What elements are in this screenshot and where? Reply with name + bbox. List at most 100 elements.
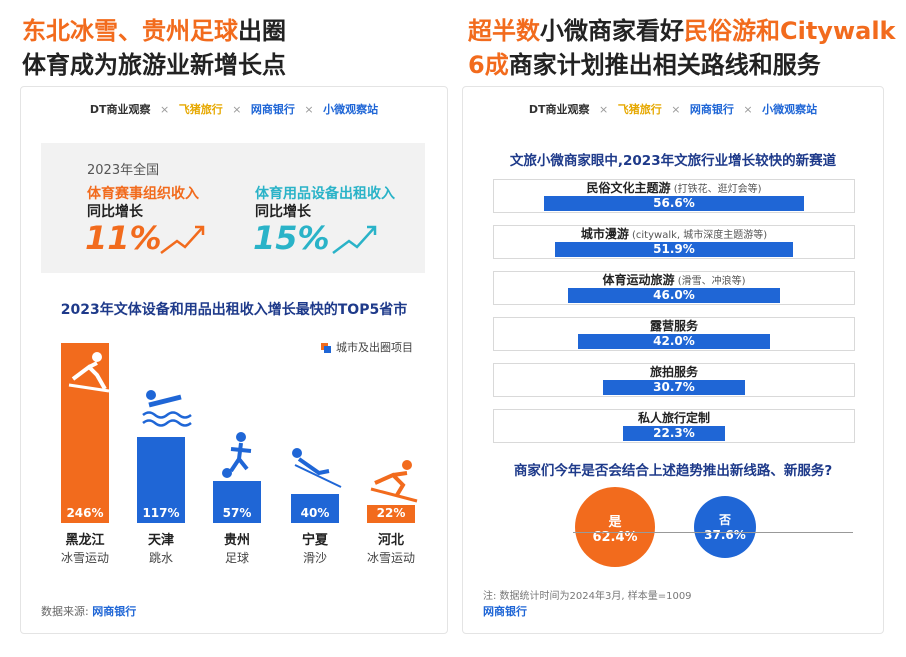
item-label: 冰雪运动 bbox=[60, 551, 109, 565]
logo-fliggy: 飞猪旅行 bbox=[178, 103, 223, 116]
baseline-divider bbox=[573, 532, 853, 533]
track-row: 民俗文化主题游 (打铁花、逛灯会等) 56.6% bbox=[493, 179, 855, 213]
track-row: 旅拍服务 30.7% bbox=[493, 363, 855, 397]
right-headline-b: 小微商家看好 bbox=[540, 17, 684, 45]
logo-mybank: 网商银行 bbox=[250, 103, 295, 116]
track-bar: 46.0% bbox=[568, 288, 780, 303]
bubble-value: 62.4% bbox=[592, 530, 638, 545]
logo-separator: × bbox=[598, 103, 609, 116]
track-row: 体育运动旅游 (滑雪、冲浪等) 46.0% bbox=[493, 271, 855, 305]
logo-dt: DT商业观察 bbox=[528, 103, 590, 116]
track-label: 体育运动旅游 (滑雪、冲浪等) bbox=[602, 273, 746, 287]
chart-legend: 城市及出圈项目 bbox=[321, 339, 413, 355]
bar-value-label: 117% bbox=[142, 506, 180, 520]
trend-up-icon bbox=[332, 225, 377, 254]
bubble-value: 37.6% bbox=[704, 527, 746, 542]
logo-observatory: 小微观察站 bbox=[762, 103, 818, 116]
yes-bubble: 是 62.4% bbox=[575, 487, 655, 567]
left-headline: 东北冰雪、贵州足球出圈 体育成为旅游业新增长点 bbox=[22, 14, 286, 82]
logo-separator: × bbox=[159, 103, 170, 116]
bubble-category: 是 bbox=[608, 515, 622, 530]
question-title: 商家们今年是否会结合上述趋势推出新线路、新服务? bbox=[513, 463, 833, 479]
football-icon bbox=[222, 432, 252, 478]
right-infographic-card: DT商业观察 × 飞猪旅行 × 网商银行 × 小微观察站 文旅小微商家眼中,20… bbox=[462, 86, 884, 634]
diving-icon bbox=[142, 390, 192, 427]
metric-value-events: 11% bbox=[85, 219, 162, 257]
bar-0 bbox=[61, 343, 109, 523]
item-label: 滑沙 bbox=[302, 551, 327, 565]
category-label: 黑龙江 bbox=[65, 533, 105, 548]
track-bar: 30.7% bbox=[603, 380, 745, 395]
left-headline-rest: 出圈 bbox=[238, 17, 286, 45]
track-row: 城市漫游 (citywalk, 城市深度主题游等) 51.9% bbox=[493, 225, 855, 259]
track-label: 旅拍服务 bbox=[649, 365, 698, 379]
metric-title-events: 体育赛事组织收入 bbox=[87, 186, 199, 202]
growth-panel: 2023年全国 体育赛事组织收入 同比增长 11% 体育用品设备出租收入 同比增… bbox=[41, 143, 425, 273]
tracks-chart-title: 文旅小微商家眼中,2023年文旅行业增长较快的新赛道 bbox=[509, 153, 837, 169]
left-headline-highlight: 东北冰雪、贵州足球 bbox=[22, 17, 238, 45]
logo-fliggy: 飞猪旅行 bbox=[617, 103, 662, 116]
track-bar: 51.9% bbox=[554, 242, 794, 257]
right-headline-c: 民俗游和Citywalk bbox=[684, 17, 896, 45]
partner-logos: DT商业观察 × 飞猪旅行 × 网商银行 × 小微观察站 bbox=[21, 101, 447, 117]
bar-4 bbox=[367, 505, 415, 523]
bar-value-label: 57% bbox=[222, 506, 252, 520]
track-label: 城市漫游 (citywalk, 城市深度主题游等) bbox=[580, 227, 768, 241]
legend-label: 城市及出圈项目 bbox=[336, 341, 413, 354]
bubble-category: 否 bbox=[718, 512, 731, 527]
logo-separator: × bbox=[304, 103, 314, 116]
logo-mybank: 网商银行 bbox=[689, 103, 734, 116]
track-bar: 22.3% bbox=[622, 426, 726, 441]
logo-separator: × bbox=[743, 103, 753, 116]
category-label: 河北 bbox=[377, 533, 404, 548]
track-row: 私人旅行定制 22.3% bbox=[493, 409, 855, 443]
bar-3 bbox=[291, 493, 339, 523]
partner-logos: DT商业观察 × 飞猪旅行 × 网商银行 × 小微观察站 bbox=[463, 101, 883, 117]
trend-up-icon bbox=[160, 225, 205, 254]
logo-observatory: 小微观察站 bbox=[323, 103, 379, 116]
left-headline-line2: 体育成为旅游业新增长点 bbox=[22, 51, 286, 79]
source-prefix: 数据来源: bbox=[41, 605, 89, 618]
metric-value-equipment: 15% bbox=[253, 219, 330, 257]
track-row: 露营服务 42.0% bbox=[493, 317, 855, 351]
no-bubble: 否 37.6% bbox=[693, 495, 757, 559]
top5-chart-title: 2023年文体设备和用品出租收入增长最快的TOP5省市 bbox=[60, 302, 408, 318]
category-label: 宁夏 bbox=[301, 533, 328, 548]
track-label: 私人旅行定制 bbox=[637, 411, 710, 425]
item-label: 跳水 bbox=[148, 551, 173, 565]
bar-2 bbox=[213, 481, 261, 523]
legend-swatch bbox=[321, 343, 331, 353]
item-label: 冰雪运动 bbox=[366, 551, 415, 565]
data-source: 网商银行 bbox=[483, 605, 527, 618]
right-headline: 超半数小微商家看好民俗游和Citywalk 6成商家计划推出相关路线和服务 bbox=[468, 14, 896, 82]
category-label: 天津 bbox=[147, 533, 174, 548]
bar-value-label: 246% bbox=[66, 506, 104, 520]
logo-separator: × bbox=[671, 103, 681, 116]
bar-1 bbox=[137, 437, 185, 523]
bar-value-label: 22% bbox=[376, 506, 406, 520]
right-headline-a: 超半数 bbox=[468, 17, 540, 45]
track-label: 民俗文化主题游 (打铁花、逛灯会等) bbox=[586, 181, 762, 195]
left-infographic-card: DT商业观察 × 飞猪旅行 × 网商银行 × 小微观察站 2023年全国 体育赛… bbox=[20, 86, 448, 634]
track-bar: 42.0% bbox=[577, 334, 771, 349]
data-source: 数据来源: 网商银行 bbox=[41, 603, 136, 619]
track-bar: 56.6% bbox=[544, 196, 804, 211]
source-name: 网商银行 bbox=[92, 605, 137, 618]
bar-value-label: 40% bbox=[300, 506, 330, 520]
year-label: 2023年全国 bbox=[87, 163, 160, 178]
logo-dt: DT商业观察 bbox=[89, 103, 151, 116]
sand-slide-icon bbox=[292, 448, 342, 488]
category-label: 贵州 bbox=[223, 533, 250, 548]
ski-icon bbox=[370, 460, 418, 503]
top5-bar-chart: 246% 黑龙江冰雪运动 117% 天津跳水 57% 贵州足球 40% 宁夏滑沙 22% 河北冰雪… bbox=[21, 87, 447, 633]
track-label: 露营服务 bbox=[649, 319, 698, 333]
ski-icon bbox=[68, 352, 110, 393]
logo-separator: × bbox=[232, 103, 242, 116]
right-headline-d: 6成 bbox=[468, 51, 509, 79]
footnote: 注: 数据统计时间为2024年3月, 样本量=1009 bbox=[483, 591, 692, 602]
metric-sub-events: 同比增长 bbox=[87, 204, 143, 220]
metric-sub-equipment: 同比增长 bbox=[255, 204, 311, 220]
metric-title-equipment: 体育用品设备出租收入 bbox=[255, 186, 395, 202]
item-label: 足球 bbox=[224, 551, 249, 565]
right-headline-e: 商家计划推出相关路线和服务 bbox=[508, 51, 821, 79]
